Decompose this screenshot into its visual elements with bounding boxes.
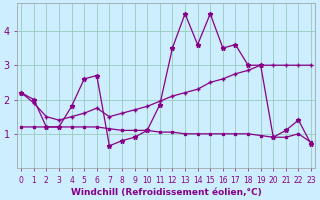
X-axis label: Windchill (Refroidissement éolien,°C): Windchill (Refroidissement éolien,°C)	[71, 188, 261, 197]
